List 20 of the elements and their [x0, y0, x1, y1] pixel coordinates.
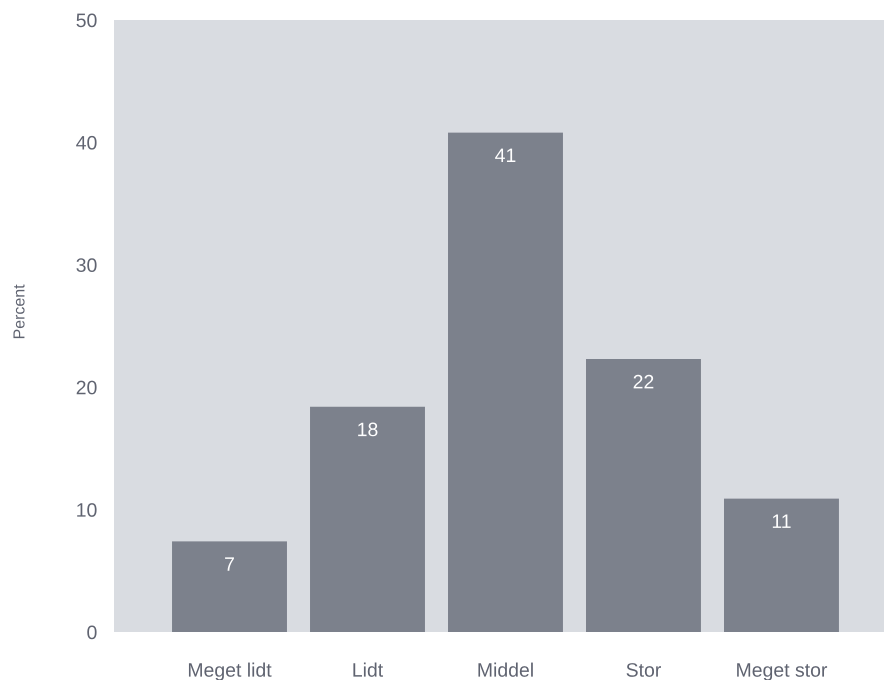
x-tick-label: Middel: [478, 662, 533, 677]
y-tick-label: 30: [76, 258, 97, 272]
y-tick-label: 40: [76, 136, 97, 150]
y-axis-title: Percent: [13, 284, 25, 338]
x-tick-label: Lidt: [353, 662, 384, 677]
data-label: 11: [772, 514, 791, 528]
y-tick-label: 50: [76, 13, 97, 28]
y-tick-label: 20: [76, 380, 97, 394]
bar: [448, 132, 563, 632]
x-tick-label: Stor: [626, 663, 661, 677]
bar: [310, 406, 425, 632]
data-label: 41: [495, 148, 516, 162]
bar: [724, 498, 839, 632]
data-label: 18: [358, 422, 378, 436]
y-tick-label: 0: [87, 625, 97, 640]
bar: [172, 541, 287, 632]
bar: [586, 359, 701, 632]
y-tick-label: 10: [77, 503, 97, 517]
data-label: 7: [225, 557, 234, 571]
data-label: 22: [634, 374, 654, 388]
